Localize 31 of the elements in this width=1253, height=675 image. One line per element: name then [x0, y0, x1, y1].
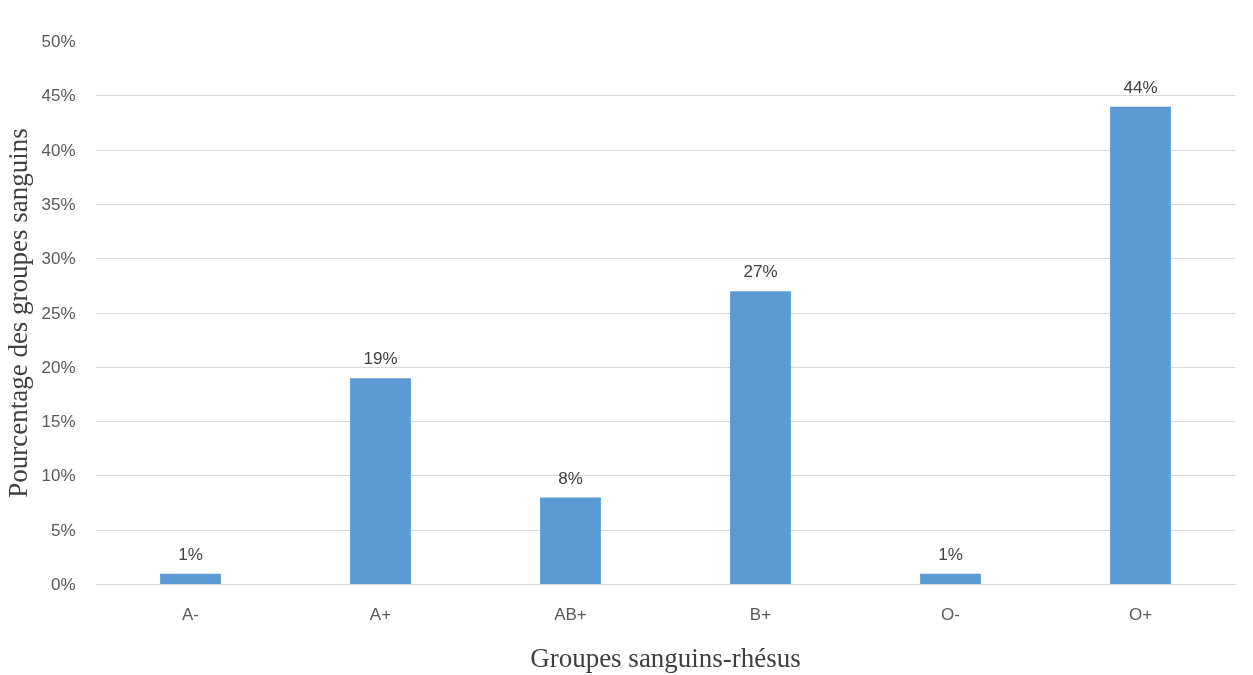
bar [920, 573, 981, 585]
bar [350, 378, 411, 585]
y-tick-label: 45% [41, 86, 76, 106]
y-tick-label: 5% [50, 520, 76, 540]
bar [730, 291, 791, 585]
x-tick-label: A+ [369, 604, 392, 624]
y-tick-label: 25% [41, 303, 76, 323]
data-label: 8% [558, 468, 583, 488]
y-tick-label: 50% [41, 32, 76, 51]
data-label: 1% [178, 544, 203, 564]
data-label: 19% [363, 349, 398, 369]
data-label: 1% [938, 544, 963, 564]
bar [160, 573, 221, 585]
y-tick-label: 10% [41, 466, 76, 486]
y-tick-label: 40% [41, 140, 76, 160]
x-tick-label: B+ [749, 604, 772, 624]
data-label: 44% [1123, 77, 1158, 97]
y-axis-title: Pourcentage des groupes sanguins [3, 128, 34, 498]
y-tick-label: 35% [41, 194, 76, 214]
x-axis-title: Groupes sanguins-rhésus [530, 642, 801, 673]
y-tick-label: 15% [41, 412, 76, 432]
y-tick-label: 20% [41, 357, 76, 377]
bar [540, 497, 601, 585]
x-tick-label: AB+ [554, 604, 587, 624]
bar [1110, 106, 1171, 585]
x-tick-label: O+ [1128, 604, 1153, 624]
y-tick-label: 30% [41, 249, 76, 269]
x-tick-label: O- [941, 604, 960, 624]
y-tick-label: 0% [50, 575, 76, 594]
x-tick-label: A- [182, 604, 199, 624]
data-label: 27% [743, 262, 778, 282]
